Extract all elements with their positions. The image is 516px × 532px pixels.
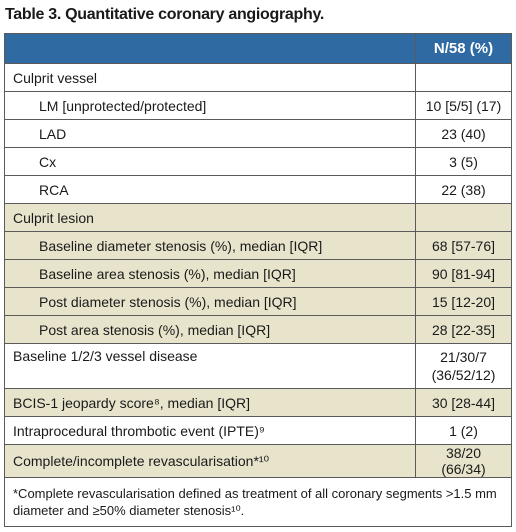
- row-value: 10 [5/5] (17): [415, 91, 512, 120]
- row-label: Baseline area stenosis (%), median [IQR]: [4, 259, 416, 288]
- row-label: LAD: [4, 119, 416, 148]
- row: BCIS-1 jeopardy score⁸, median [IQR] 30 […: [4, 388, 512, 417]
- row-value: 68 [57-76]: [415, 231, 512, 260]
- row: RCA 22 (38): [4, 175, 512, 204]
- row: Baseline diameter stenosis (%), median […: [4, 231, 512, 260]
- row: LM [unprotected/protected] 10 [5/5] (17): [4, 91, 512, 120]
- row-value: 21/30/7 (36/52/12): [415, 343, 512, 389]
- data-table: N/58 (%) Culprit vessel LM [unprotected/…: [4, 33, 512, 527]
- footnote-row: *Complete revascularisation defined as t…: [4, 477, 512, 527]
- row-label: RCA: [4, 175, 416, 204]
- row-value: 30 [28-44]: [415, 388, 512, 417]
- empty-cell: [415, 203, 512, 232]
- row: Complete/incomplete revascularisation*¹⁰…: [4, 444, 512, 478]
- section-label: Culprit vessel: [4, 63, 416, 92]
- row-label: Cx: [4, 147, 416, 176]
- row-value: 23 (40): [415, 119, 512, 148]
- header-row: N/58 (%): [4, 33, 512, 64]
- row: LAD 23 (40): [4, 119, 512, 148]
- row: Baseline area stenosis (%), median [IQR]…: [4, 259, 512, 288]
- row: Post diameter stenosis (%), median [IQR]…: [4, 287, 512, 316]
- row-value: 28 [22-35]: [415, 315, 512, 344]
- row-label: LM [unprotected/protected]: [4, 91, 416, 120]
- row-label: Post diameter stenosis (%), median [IQR]: [4, 287, 416, 316]
- row-label: Post area stenosis (%), median [IQR]: [4, 315, 416, 344]
- table-title: Table 3. Quantitative coronary angiograp…: [5, 6, 325, 23]
- row-value: 15 [12-20]: [415, 287, 512, 316]
- column-header: N/58 (%): [415, 33, 512, 64]
- row-value: 90 [81-94]: [415, 259, 512, 288]
- row-label: BCIS-1 jeopardy score⁸, median [IQR]: [4, 388, 416, 417]
- footnote: *Complete revascularisation defined as t…: [4, 477, 512, 527]
- row: Baseline 1/2/3 vessel disease 21/30/7 (36…: [4, 343, 512, 389]
- row-value: 3 (5): [415, 147, 512, 176]
- row-label: Baseline diameter stenosis (%), median […: [4, 231, 416, 260]
- header-cell: [4, 33, 416, 64]
- row: Post area stenosis (%), median [IQR] 28 […: [4, 315, 512, 344]
- section-row: Culprit lesion: [4, 203, 512, 232]
- row: Cx 3 (5): [4, 147, 512, 176]
- row-value: 1 (2): [415, 416, 512, 445]
- empty-cell: [415, 63, 512, 92]
- section-row: Culprit vessel: [4, 63, 512, 92]
- row-value: 22 (38): [415, 175, 512, 204]
- row: Intraprocedural thrombotic event (IPTE)⁹…: [4, 416, 512, 445]
- section-label: Culprit lesion: [4, 203, 416, 232]
- row-label: Intraprocedural thrombotic event (IPTE)⁹: [4, 416, 416, 445]
- row-label: Baseline 1/2/3 vessel disease: [4, 343, 416, 389]
- row-label: Complete/incomplete revascularisation*¹⁰: [4, 444, 416, 478]
- row-value: 38/20 (66/34): [415, 444, 512, 478]
